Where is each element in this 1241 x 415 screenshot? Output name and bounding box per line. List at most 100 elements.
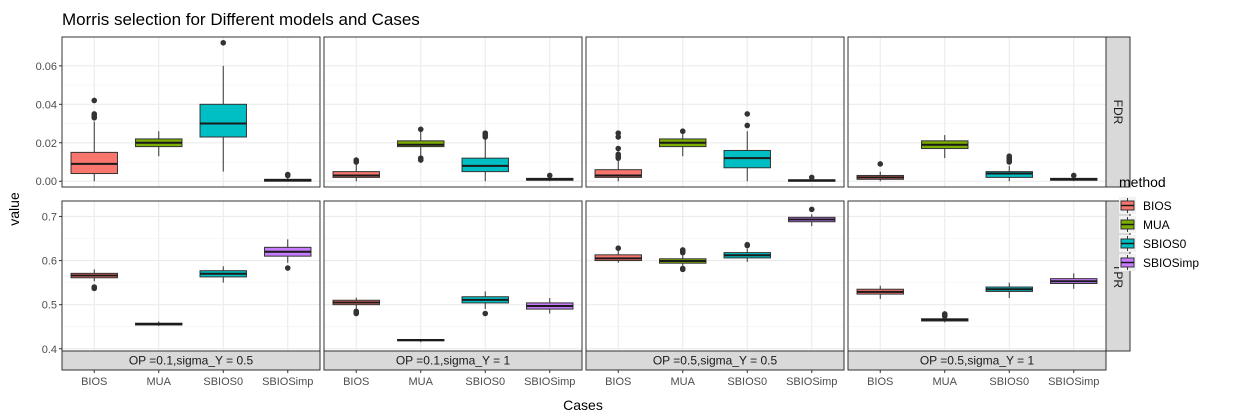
- outlier-point: [1006, 153, 1013, 160]
- column-strip: [323, 350, 583, 371]
- x-tick-label: BIOS: [605, 376, 631, 388]
- column-strip: [61, 350, 321, 371]
- x-tick-label: BIOS: [867, 376, 893, 388]
- boxplot-bios: [856, 285, 904, 299]
- y-tick-label: 0.6: [42, 256, 57, 268]
- boxplot-sbios0: [723, 111, 771, 182]
- column-strip-label: OP =0.1,sigma_Y = 0.5: [129, 354, 254, 368]
- legend: method BIOS MUA SBIOS0 SBIOSimp: [1119, 174, 1199, 271]
- panel-background: [586, 37, 844, 187]
- y-tick-label: 0.7: [42, 211, 57, 223]
- boxplot-mua: [921, 311, 969, 323]
- outlier-point: [615, 245, 622, 252]
- boxplot-sbios0: [461, 130, 509, 182]
- boxplot-bios: [70, 97, 118, 182]
- x-tick-label: MUA: [147, 376, 172, 388]
- boxplot-sbiosimp: [1050, 273, 1098, 289]
- x-tick-label: SBIOS0: [727, 376, 767, 388]
- panel-border: [61, 36, 321, 188]
- x-tick-label: MUA: [409, 376, 434, 388]
- boxplot-mua: [397, 338, 445, 343]
- panel-background: [848, 37, 1106, 187]
- outlier-point: [220, 39, 227, 46]
- outlier-point: [679, 128, 686, 135]
- outlier-point: [482, 310, 489, 317]
- outlier-point: [615, 151, 622, 158]
- boxplot-bios: [332, 157, 380, 182]
- x-tick-label: SBIOS0: [465, 376, 505, 388]
- boxplot-sbios0: [985, 153, 1033, 182]
- boxplot-sbiosimp: [788, 206, 836, 227]
- panel-background: [848, 201, 1106, 351]
- outlier-point: [417, 155, 424, 161]
- legend-title: method: [1119, 174, 1166, 190]
- legend-item-sbios0: SBIOS0: [1119, 235, 1187, 252]
- outlier-point: [615, 145, 622, 152]
- outlier-point: [91, 97, 98, 104]
- boxplot-sbios0: [461, 291, 509, 317]
- row-strip-label: FDR: [1111, 100, 1125, 125]
- row-strip: [1105, 36, 1131, 188]
- legend-label: SBIOSimp: [1143, 256, 1199, 270]
- column-strip: [847, 350, 1107, 371]
- boxplot-sbios0: [199, 266, 247, 283]
- outlier-point: [91, 284, 98, 290]
- y-axis-title: value: [6, 192, 22, 226]
- y-tick-label: 0.00: [36, 176, 57, 188]
- boxplot-sbiosimp: [1050, 172, 1098, 182]
- outlier-point: [679, 247, 686, 253]
- x-tick-label: SBIOS0: [203, 376, 243, 388]
- boxplot-sbios0: [723, 241, 771, 262]
- boxplot-sbiosimp: [264, 171, 312, 182]
- x-tick-label: SBIOSimp: [524, 376, 575, 388]
- y-tick-label: 0.02: [36, 138, 57, 150]
- outlier-point: [284, 171, 291, 178]
- boxplot-mua: [135, 321, 183, 326]
- outlier-point: [808, 206, 815, 213]
- column-strip-label: OP =0.1,sigma_Y = 1: [396, 354, 511, 368]
- x-tick-label: MUA: [933, 376, 958, 388]
- outlier-point: [91, 111, 98, 117]
- boxplot-sbiosimp: [526, 298, 574, 314]
- boxplot-mua: [659, 247, 707, 273]
- boxplot-bios: [594, 245, 642, 263]
- panel-border: [323, 36, 583, 188]
- column-strip-label: OP =0.5,sigma_Y = 1: [920, 354, 1035, 368]
- x-tick-label: SBIOSimp: [786, 376, 837, 388]
- x-tick-label: SBIOSimp: [262, 376, 313, 388]
- boxplot-mua: [921, 135, 969, 159]
- outlier-point: [615, 130, 622, 136]
- box: [594, 169, 642, 178]
- legend-label: BIOS: [1143, 199, 1172, 213]
- panel-background: [586, 201, 844, 351]
- legend-label: MUA: [1143, 218, 1170, 232]
- x-tick-label: SBIOS0: [989, 376, 1029, 388]
- panel-background: [324, 37, 582, 187]
- outlier-point: [1070, 172, 1077, 179]
- boxplot-mua: [135, 131, 183, 157]
- outlier-point: [353, 157, 360, 163]
- boxplot-bios: [332, 297, 380, 317]
- legend-item-sbiosimp: SBIOSimp: [1119, 254, 1199, 271]
- boxplot-bios: [856, 161, 904, 182]
- boxplot-bios: [594, 130, 642, 182]
- outlier-point: [353, 308, 360, 315]
- column-strip-label: OP =0.5,sigma_Y = 0.5: [653, 354, 778, 368]
- x-tick-label: MUA: [671, 376, 696, 388]
- boxplot-sbiosimp: [788, 174, 836, 182]
- outlier-point: [744, 122, 751, 129]
- boxplot-sbiosimp: [526, 172, 574, 182]
- y-tick-label: 0.5: [42, 300, 57, 312]
- y-tick-label: 0.06: [36, 61, 57, 73]
- legend-label: SBIOS0: [1143, 237, 1187, 251]
- outlier-point: [941, 311, 948, 317]
- y-tick-label: 0.04: [36, 99, 57, 111]
- x-tick-label: BIOS: [81, 376, 107, 388]
- outlier-point: [679, 265, 686, 272]
- x-tick-label: SBIOSimp: [1048, 376, 1099, 388]
- panel-background: [324, 201, 582, 351]
- boxplot-sbios0: [985, 282, 1033, 299]
- boxplot-mua: [397, 126, 445, 163]
